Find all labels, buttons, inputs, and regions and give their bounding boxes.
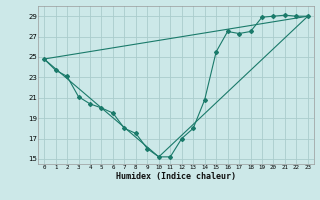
X-axis label: Humidex (Indice chaleur): Humidex (Indice chaleur) bbox=[116, 172, 236, 181]
